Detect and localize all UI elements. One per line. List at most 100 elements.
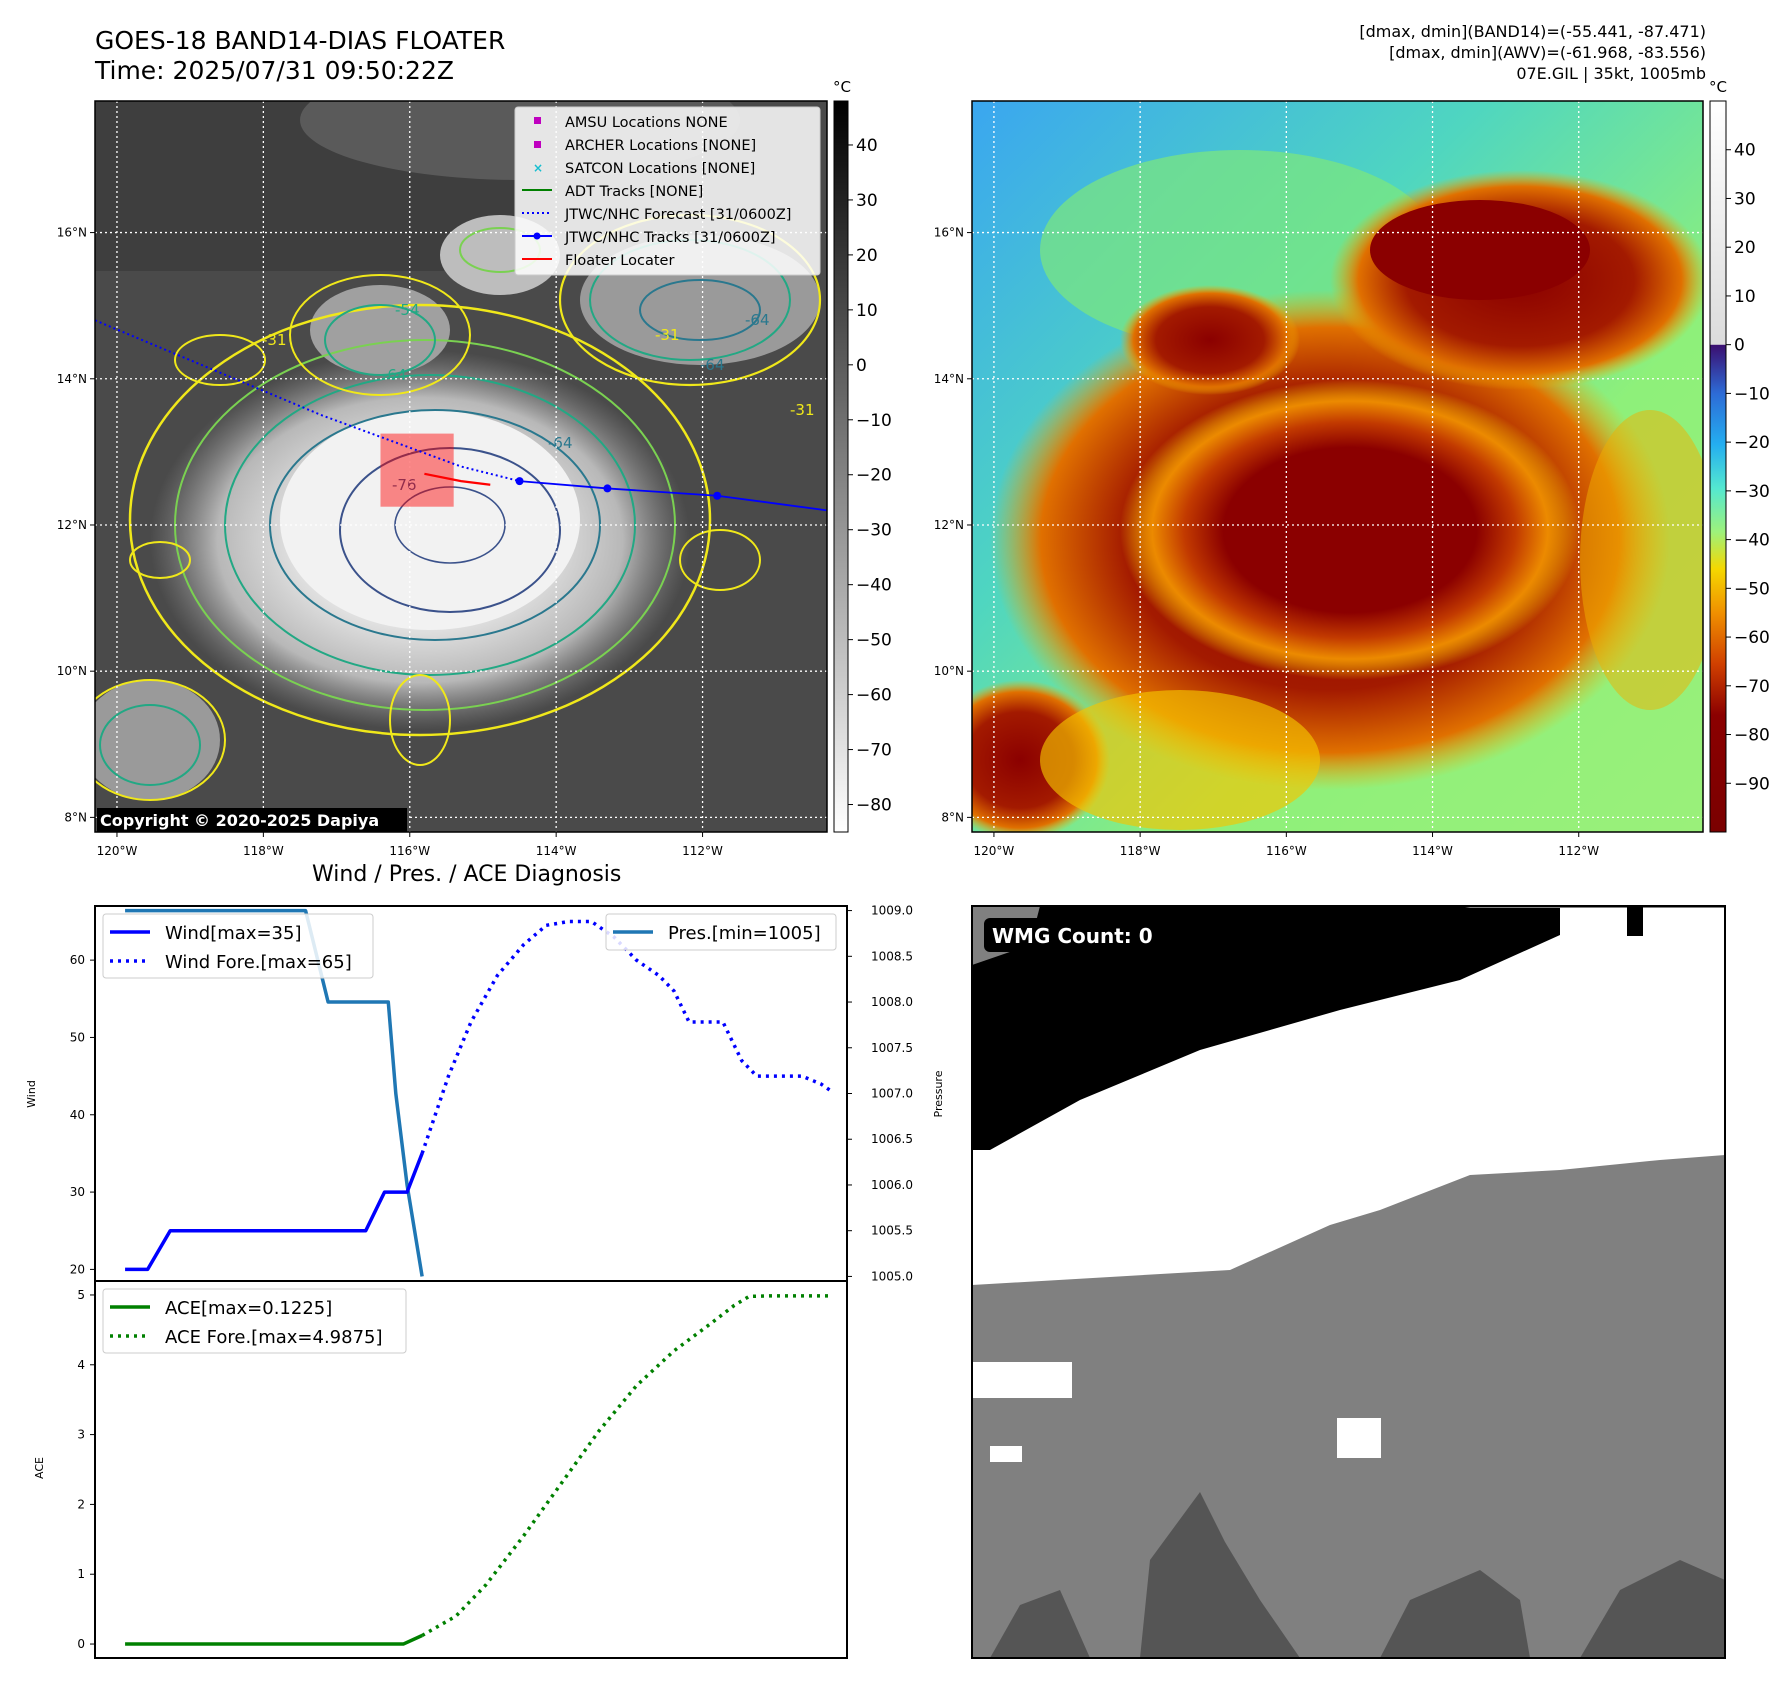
wmg-panel: WMG Count: 0 <box>971 905 1726 1659</box>
y-tick-label: 1008.5 <box>871 949 913 963</box>
track-point <box>515 477 524 486</box>
colorbar-tick-label: −60 <box>1734 628 1770 648</box>
colorbar-tick-label: −70 <box>1734 677 1770 697</box>
lat-tick-label: 16°N <box>934 226 964 240</box>
colorbar-tick-label: −10 <box>856 411 892 431</box>
awv-map-panel: 120°W 118°W 116°W 114°W 112°W16°N14°N12°N10°… <box>934 78 1770 858</box>
pressure-legend: Pres.[min=1005] <box>605 913 837 951</box>
colorbar-tick-label: −80 <box>1734 726 1770 746</box>
legend-ace: ACE[max=0.1225] <box>165 1298 332 1319</box>
diagnosis-title: Wind / Pres. / ACE Diagnosis <box>312 862 622 887</box>
lon-tick-label: 118°W <box>1120 844 1161 858</box>
contour-label: -31 <box>262 331 287 349</box>
lon-tick-label: 120°W <box>97 844 138 858</box>
lat-tick-label: 14°N <box>57 372 87 386</box>
legend-wind: Wind[max=35] <box>165 923 302 944</box>
track-point <box>713 491 722 500</box>
observed-track <box>519 480 827 512</box>
y-tick-label: 1007.5 <box>871 1041 913 1055</box>
copyright: Copyright © 2020-2025 Dapiya <box>100 811 379 830</box>
colorbar-tick-label: 10 <box>1734 287 1756 307</box>
lon-tick-label: 112°W <box>1558 844 1599 858</box>
wmg-count: WMG Count: 0 <box>992 924 1153 948</box>
contour-label: -76 <box>392 476 417 494</box>
lon-tick-label: 114°W <box>1412 844 1453 858</box>
legend-adt: ADT Tracks [NONE] <box>565 184 703 200</box>
colorbar-tick-label: 30 <box>1734 189 1756 209</box>
colorbar-tick-label: 10 <box>856 301 878 321</box>
colorbar-tick-label: −10 <box>1734 384 1770 404</box>
series-line <box>125 1633 423 1646</box>
legend-satcon: SATCON Locations [NONE] <box>565 161 755 177</box>
y-tick-label: 0 <box>77 1637 85 1651</box>
contour-label: -64 <box>700 356 725 374</box>
lat-tick-label: 16°N <box>57 226 87 240</box>
figure-title: GOES-18 BAND14-DIAS FLOATER <box>95 26 506 55</box>
legend-tracks: JTWC/NHC Tracks [31/0600Z] <box>564 230 776 246</box>
wind-legend: Wind[max=35] Wind Fore.[max=65] <box>102 913 374 979</box>
contour-label: -64 <box>548 434 573 452</box>
colorbar-tick-label: −30 <box>1734 482 1770 502</box>
floater-box <box>380 433 454 507</box>
legend-floater: Floater Locater <box>565 253 674 269</box>
figure-time: Time: 2025/07/31 09:50:22Z <box>95 56 454 85</box>
lon-tick-label: 120°W <box>974 844 1015 858</box>
colorbar-tick-label: −20 <box>1734 433 1770 453</box>
lat-tick-label: 8°N <box>941 810 964 824</box>
y-tick-label: 4 <box>77 1358 85 1372</box>
y-tick-label: 40 <box>70 1108 85 1122</box>
ace-legend: ACE[max=0.1225] ACE Fore.[max=4.9875] <box>102 1288 407 1354</box>
lon-tick-label: 112°W <box>682 844 723 858</box>
ir-map-panel: -31 -31 -31 -54 -64 -64 -64 -64 -76 120°… <box>57 78 892 858</box>
y-tick-label: 60 <box>70 953 85 967</box>
contour-label: -54 <box>395 301 420 319</box>
awv-colorbar <box>1709 100 1727 833</box>
y-tick-label: 1009.0 <box>871 904 913 918</box>
y-tick-label: 1008.0 <box>871 995 913 1009</box>
colorbar-tick-label: −50 <box>856 631 892 651</box>
colorbar-tick-label: −60 <box>856 686 892 706</box>
contour-label: -64 <box>382 366 407 384</box>
colorbar-tick-label: 30 <box>856 191 878 211</box>
lat-tick-label: 12°N <box>934 518 964 532</box>
y-tick-label: 30 <box>70 1185 85 1199</box>
y-tick-label: 1005.0 <box>871 1269 913 1283</box>
y-tick-label: 1005.5 <box>871 1224 913 1238</box>
contour-label: -64 <box>745 311 770 329</box>
y-tick-label: 1006.5 <box>871 1132 913 1146</box>
ace-panel: 5 4 3 2 1 0 ACE ACE[max=0.1225] ACE Fore.[max… <box>33 1280 848 1659</box>
colorbar-tick-label: −40 <box>1734 531 1770 551</box>
storm-info: 07E.GIL | 35kt, 1005mb <box>1516 64 1706 83</box>
lon-tick-label: 116°W <box>389 844 430 858</box>
legend-archer: ARCHER Locations [NONE] <box>565 138 756 154</box>
legend-forecast: JTWC/NHC Forecast [31/0600Z] <box>564 207 791 223</box>
colorbar-unit: °C <box>1709 78 1727 96</box>
lon-tick-label: 118°W <box>243 844 284 858</box>
colorbar-tick-label: 0 <box>856 356 867 376</box>
band14-range: [dmax, dmin](BAND14)=(-55.441, -87.471) <box>1359 22 1706 41</box>
lat-tick-label: 8°N <box>64 810 87 824</box>
colorbar-tick-label: 0 <box>1734 336 1745 356</box>
colorbar-tick-label: −40 <box>856 576 892 596</box>
ace-axis-label: ACE <box>33 1457 46 1479</box>
wind-pressure-panel: 60 50 40 30 20 1009.0 1008.5 1008.0 1007.5 1007.… <box>25 904 945 1284</box>
colorbar-tick-label: −90 <box>1734 774 1770 794</box>
colorbar-tick-label: 40 <box>856 136 878 156</box>
wind-axis-label: Wind <box>25 1080 38 1108</box>
forecast-track <box>95 319 520 483</box>
legend-ace-fore: ACE Fore.[max=4.9875] <box>165 1327 383 1348</box>
floater-line <box>424 472 491 486</box>
contour-label: -31 <box>790 401 815 419</box>
x-marker-icon: × <box>533 161 543 175</box>
legend-pressure: Pres.[min=1005] <box>668 923 821 944</box>
map-legend: AMSU Locations NONE ARCHER Locations [NO… <box>514 106 821 276</box>
colorbar-tick-label: 40 <box>1734 141 1756 161</box>
y-tick-label: 1006.0 <box>871 1178 913 1192</box>
lat-tick-label: 10°N <box>57 664 87 678</box>
colorbar-tick-label: −50 <box>1734 579 1770 599</box>
colorbar-tick-label: −80 <box>856 796 892 816</box>
y-tick-label: 2 <box>77 1497 85 1511</box>
pressure-axis-label: Pressure <box>932 1070 945 1117</box>
lon-tick-label: 114°W <box>536 844 577 858</box>
